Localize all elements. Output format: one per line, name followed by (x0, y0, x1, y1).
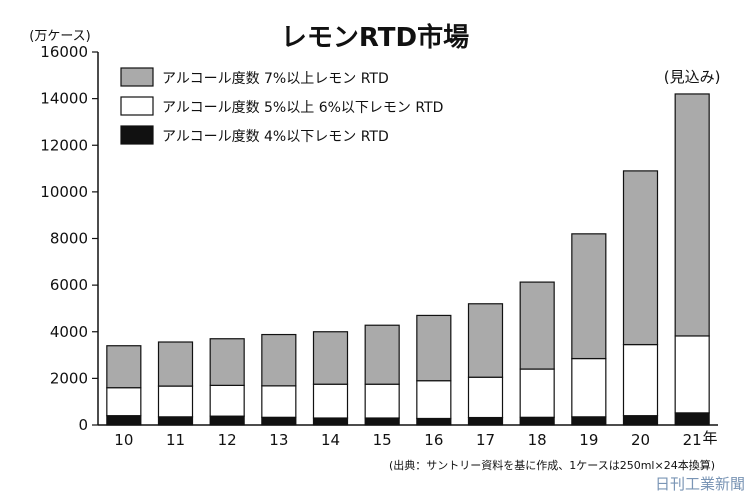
bar-segment (261, 385, 297, 418)
x-tick-label: 17 (476, 431, 495, 449)
bar-segment (312, 383, 349, 419)
legend-label: アルコール度数 5%以上 6%以下レモン RTD (162, 100, 443, 116)
bar-segment (622, 170, 659, 346)
legend-label: アルコール度数 7%以上レモン RTD (162, 71, 389, 87)
bar-segment (416, 417, 452, 426)
x-tick-label: 18 (528, 431, 547, 449)
y-tick-label: 8000 (50, 230, 88, 248)
source-note: (出典：サントリー資料を基に作成、1ケースは250ml×24本換算) (389, 458, 715, 472)
bar-segment (571, 233, 607, 360)
bar-segment (622, 415, 659, 426)
x-axis-ticks: 10 11 12 13 14 15 16 17 18 19 20 21 (114, 431, 701, 449)
bar-segment (571, 357, 607, 418)
bar-segment (209, 415, 245, 426)
legend-label: アルコール度数 4%以下レモン RTD (162, 129, 389, 145)
bar-segment (106, 415, 142, 426)
legend: アルコール度数 7%以上レモン RTD アルコール度数 5%以上 6%以下レモン … (120, 67, 443, 145)
bar-segment (364, 383, 400, 419)
bar-segment (467, 416, 504, 426)
bar-segment (209, 338, 245, 386)
x-tick-label: 10 (114, 431, 133, 449)
bar-segment (106, 387, 142, 417)
y-tick-label: 10000 (40, 183, 88, 201)
x-tick-label: 13 (269, 431, 288, 449)
x-tick-label: 15 (373, 431, 392, 449)
bar-segment (157, 385, 194, 418)
bar-segment (519, 368, 555, 418)
y-tick-label: 0 (78, 416, 88, 434)
bar-segment (467, 376, 504, 419)
bar-segment (364, 417, 400, 426)
bar-segment (519, 416, 555, 426)
y-tick-label: 16000 (40, 43, 88, 61)
bar-segment (622, 343, 659, 417)
bar-segment (157, 416, 194, 426)
y-tick-label: 6000 (50, 276, 88, 294)
y-tick-label: 4000 (50, 323, 88, 341)
bar-segment (674, 93, 710, 337)
chart-title: レモンRTD市場 (281, 22, 469, 53)
x-tick-label: 21 (683, 431, 702, 449)
bar-segment (467, 303, 504, 378)
y-tick-label: 14000 (40, 90, 88, 108)
bar-segment (674, 412, 710, 426)
legend-swatch (120, 67, 154, 87)
legend-swatch (120, 96, 154, 116)
y-axis-ticks: 0 2000 4000 6000 8000 10000 12000 14000 16000 (40, 43, 98, 434)
bar-segment (312, 331, 349, 385)
y-tick-label: 2000 (50, 369, 88, 387)
bar-segment (364, 324, 400, 385)
publisher-watermark: 日刊工業新聞 (655, 475, 745, 493)
bar-segment (519, 281, 555, 370)
x-tick-label: 16 (424, 431, 443, 449)
x-axis-unit-label: 年 (702, 429, 717, 447)
bar-segment (674, 335, 710, 414)
x-tick-label: 19 (579, 431, 598, 449)
x-tick-label: 20 (631, 431, 650, 449)
x-tick-label: 11 (166, 431, 185, 449)
bar-segment (312, 417, 349, 426)
bar-series (106, 93, 710, 426)
y-tick-label: 12000 (40, 136, 88, 154)
bar-segment (209, 384, 245, 417)
estimate-annotation: (見込み) (664, 68, 721, 86)
legend-swatch (120, 125, 154, 145)
x-tick-label: 14 (321, 431, 340, 449)
bar-segment (416, 314, 452, 382)
bar-segment (106, 345, 142, 389)
bar-segment (157, 341, 194, 387)
bar-segment (261, 333, 297, 387)
bar-segment (261, 416, 297, 426)
y-axis-unit-label: (万ケース) (29, 29, 91, 44)
x-tick-label: 12 (218, 431, 237, 449)
bar-segment (571, 416, 607, 426)
bar-segment (416, 380, 452, 420)
